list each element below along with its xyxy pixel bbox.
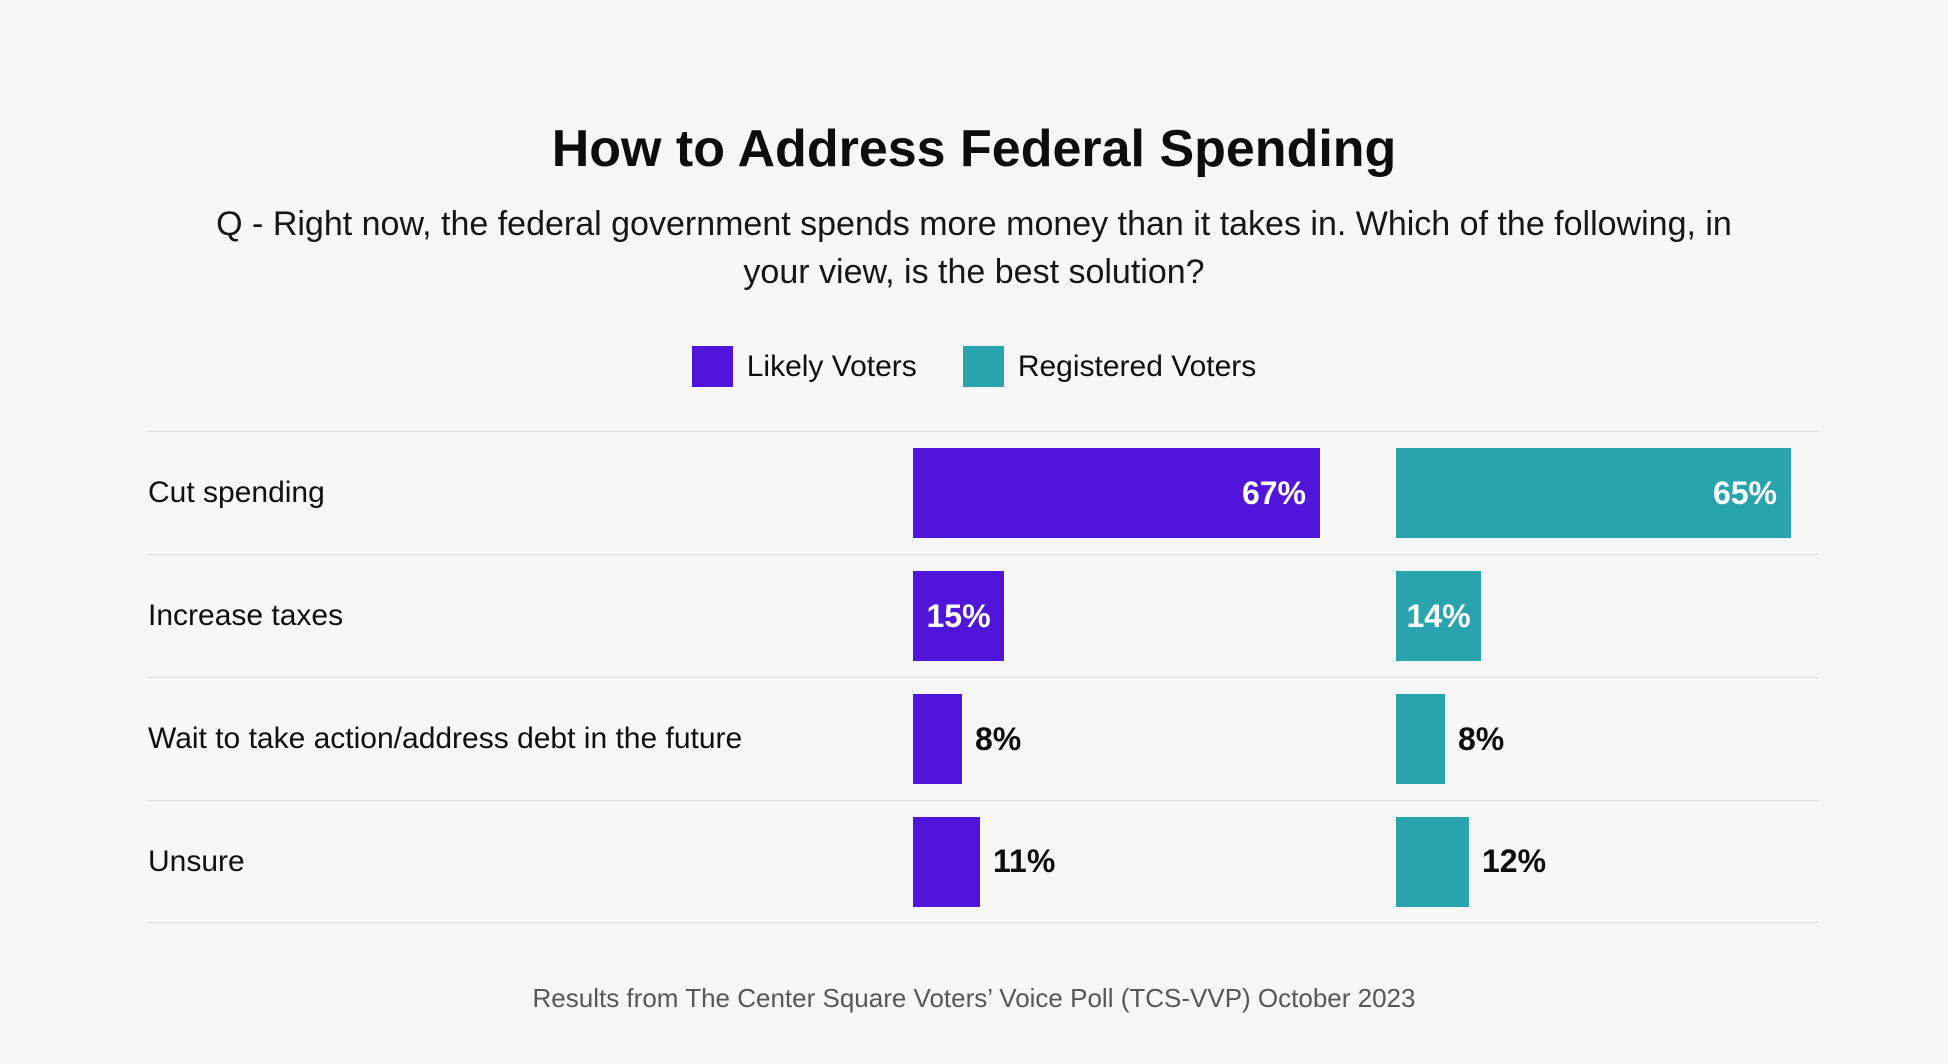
chart-subtitle-line: your view, is the best solution? <box>743 253 1205 291</box>
legend-swatch-icon <box>691 346 733 387</box>
likely-voters-bar <box>913 816 980 907</box>
likely-voters-bar: 15% <box>913 571 1004 661</box>
legend-label: Registered Voters <box>1017 349 1257 383</box>
likely-voters-cell: 67% <box>913 432 1396 554</box>
registered-voters-cell: 14% <box>1396 555 1819 677</box>
table-row: Increase taxes 15% 14% <box>148 554 1819 677</box>
registered-voters-cell: 12% <box>1396 801 1819 922</box>
value-label: 12% <box>1482 843 1547 879</box>
likely-voters-cell: 15% <box>913 555 1396 677</box>
table-row: Cut spending 67% 65% <box>148 431 1819 554</box>
registered-voters-bar <box>1396 694 1445 784</box>
legend: Likely Voters Registered Voters <box>0 346 1948 387</box>
category-label: Unsure <box>148 844 245 878</box>
value-label: 8% <box>1458 720 1505 757</box>
category-label: Cut spending <box>148 476 325 509</box>
value-label: 14% <box>1406 597 1471 634</box>
value-label: 15% <box>926 597 991 634</box>
source-note: Results from The Center Square Voters’ V… <box>532 983 1416 1013</box>
category-label: Increase taxes <box>148 599 344 632</box>
category-label: Wait to take action/address debt in the … <box>148 722 743 755</box>
value-label: 67% <box>1241 474 1306 511</box>
legend-item: Likely Voters <box>691 346 917 387</box>
registered-voters-bar: 65% <box>1396 448 1791 538</box>
registered-voters-bar <box>1396 816 1469 907</box>
bar-chart: Cut spending 67% 65% Increase taxes 15% 14% Wa… <box>148 431 1819 923</box>
legend-item: Registered Voters <box>962 346 1257 387</box>
table-row: Unsure 11% 12% <box>148 800 1819 923</box>
likely-voters-cell: 11% <box>913 801 1396 922</box>
chart-subtitle: Q - Right now, the federal government sp… <box>0 200 1948 296</box>
likely-voters-bar <box>913 694 962 784</box>
legend-label: Likely Voters <box>746 349 917 383</box>
value-label: 65% <box>1712 474 1777 511</box>
legend-swatch-icon <box>962 346 1004 387</box>
chart-subtitle-line: Q - Right now, the federal government sp… <box>216 205 1732 243</box>
value-label: 11% <box>993 843 1056 879</box>
registered-voters-cell: 8% <box>1396 678 1819 800</box>
chart-title: How to Address Federal Spending <box>551 120 1397 178</box>
likely-voters-bar: 67% <box>913 448 1320 538</box>
registered-voters-cell: 65% <box>1396 432 1819 554</box>
registered-voters-bar: 14% <box>1396 571 1481 661</box>
likely-voters-cell: 8% <box>913 678 1396 800</box>
value-label: 8% <box>975 720 1022 757</box>
table-row: Wait to take action/address debt in the … <box>148 677 1819 800</box>
